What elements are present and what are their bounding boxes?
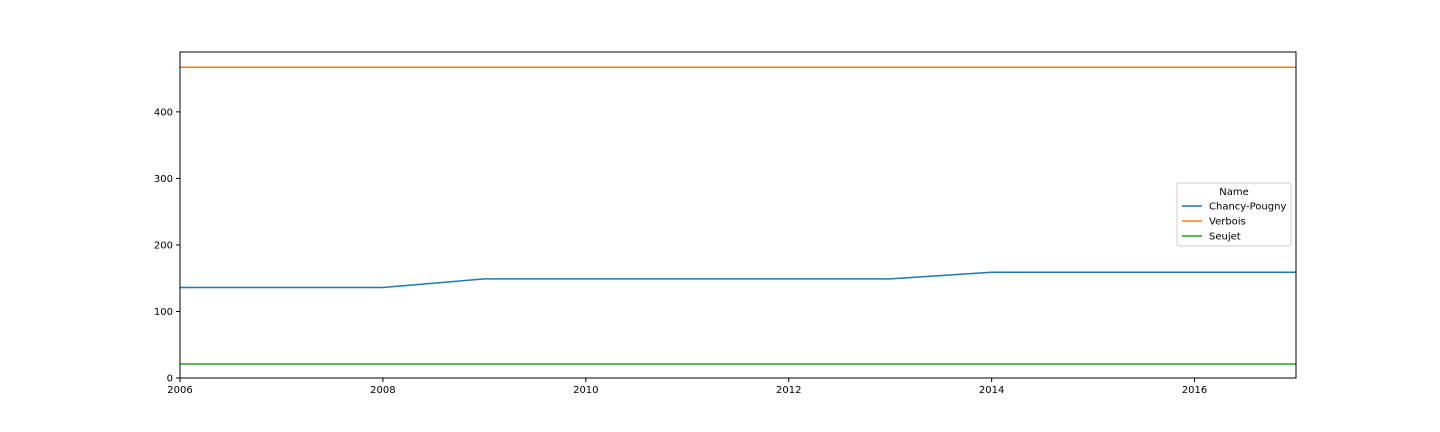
y-tick-label: 200 <box>154 240 173 251</box>
x-axis: 2006 2008 2010 2012 2014 2016 <box>167 378 1207 396</box>
legend-title: Name <box>1219 187 1249 198</box>
x-tick-label: 2006 <box>167 385 192 396</box>
x-tick-label: 2014 <box>979 385 1004 396</box>
series-line-chancy-pougny <box>180 271 1296 289</box>
legend-label: Verbois <box>1209 217 1246 228</box>
x-tick-label: 2012 <box>776 385 801 396</box>
series-lines <box>180 66 1296 365</box>
x-tick-label: 2016 <box>1182 385 1207 396</box>
legend-box <box>1176 182 1292 247</box>
y-tick-label: 100 <box>154 307 173 318</box>
y-tick-label: 0 <box>167 374 173 385</box>
legend-label: Chancy-Pougny <box>1209 202 1286 213</box>
x-tick-label: 2008 <box>370 385 395 396</box>
plot-area-frame <box>179 51 1297 379</box>
y-tick-label: 300 <box>154 174 173 185</box>
legend-label: Seujet <box>1209 232 1241 243</box>
y-tick-label: 400 <box>154 107 173 118</box>
y-axis: 0 100 200 300 400 <box>154 107 180 385</box>
legend: Name Chancy-Pougny Verbois Seujet <box>1176 182 1292 247</box>
x-tick-label: 2010 <box>573 385 598 396</box>
